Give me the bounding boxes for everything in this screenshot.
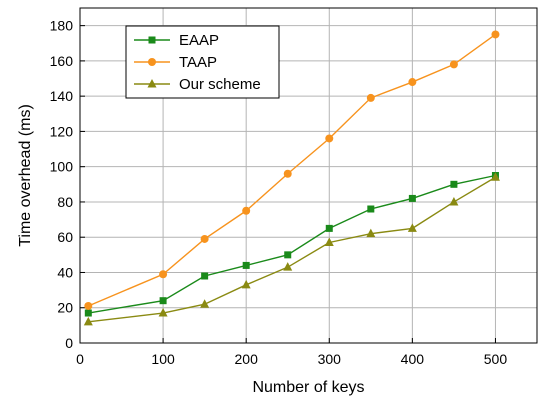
data-point-eaap (367, 205, 375, 213)
data-point-our-scheme (241, 279, 251, 289)
series-line-eaap (88, 174, 496, 314)
data-point-taap (283, 169, 292, 178)
data-point-taap (491, 30, 500, 39)
plot-frame (79, 7, 538, 344)
data-point-eaap (242, 261, 250, 269)
x-tick-label: 400 (401, 351, 425, 367)
series-group (83, 30, 500, 326)
y-tick-label: 20 (57, 300, 73, 316)
data-point-eaap (450, 180, 458, 188)
data-point-our-scheme (490, 172, 500, 181)
data-point-eaap (84, 309, 92, 317)
y-tick-label: 40 (57, 264, 73, 280)
data-point-our-scheme (158, 308, 168, 317)
y-tick-label: 100 (50, 159, 74, 175)
x-tick-label: 500 (484, 351, 508, 367)
legend-item-taap: TAAP (134, 54, 217, 71)
data-point-taap (84, 301, 93, 310)
data-point-taap (325, 134, 334, 143)
legend-marker (147, 79, 157, 88)
y-tick-label: 120 (50, 123, 74, 139)
legend-label: Our scheme (179, 76, 261, 93)
axis-ticks: 0 100 200 300 400 500 0 20 40 60 80 100 120 140 160 180 (50, 18, 508, 367)
y-tick-label: 140 (50, 88, 74, 104)
x-tick-label: 200 (235, 351, 259, 367)
series-line-taap (88, 33, 496, 307)
y-tick-label: 60 (57, 229, 73, 245)
data-point-taap (449, 60, 458, 69)
data-point-taap (408, 78, 417, 87)
series-taap (84, 30, 500, 310)
legend-item-our-scheme: Our scheme (134, 76, 261, 93)
legend-marker (148, 58, 156, 66)
data-point-taap (159, 270, 168, 279)
x-axis-title: Number of keys (252, 379, 364, 396)
data-point-our-scheme (283, 262, 293, 271)
legend-marker (148, 36, 156, 44)
legend-label: TAAP (179, 54, 217, 71)
data-point-eaap (201, 272, 209, 280)
data-point-eaap (159, 297, 167, 305)
data-point-our-scheme (83, 316, 93, 326)
data-point-taap (242, 206, 251, 215)
x-tick-label: 0 (76, 351, 84, 367)
y-tick-label: 0 (65, 335, 73, 351)
data-point-taap (366, 93, 375, 102)
series-eaap (84, 172, 499, 317)
series-line-our-scheme (88, 176, 496, 323)
x-tick-label: 300 (318, 351, 342, 367)
data-point-our-scheme (449, 196, 459, 206)
y-tick-label: 160 (50, 53, 74, 69)
data-point-our-scheme (200, 299, 210, 308)
data-point-our-scheme (366, 228, 376, 238)
data-point-eaap (408, 194, 416, 202)
series-our-scheme (83, 172, 500, 326)
legend-label: EAAP (179, 32, 219, 49)
legend-item-eaap: EAAP (134, 32, 219, 49)
data-point-eaap (325, 224, 333, 232)
y-tick-label: 180 (50, 18, 74, 34)
data-point-our-scheme (407, 223, 417, 232)
legend: EAAP TAAP Our scheme (125, 25, 280, 99)
data-point-eaap (284, 251, 292, 259)
x-tick-label: 100 (151, 351, 175, 367)
y-axis-title: Time overhead (ms) (17, 104, 34, 247)
y-tick-label: 80 (57, 194, 73, 210)
data-point-taap (200, 234, 209, 243)
data-point-our-scheme (324, 237, 334, 246)
